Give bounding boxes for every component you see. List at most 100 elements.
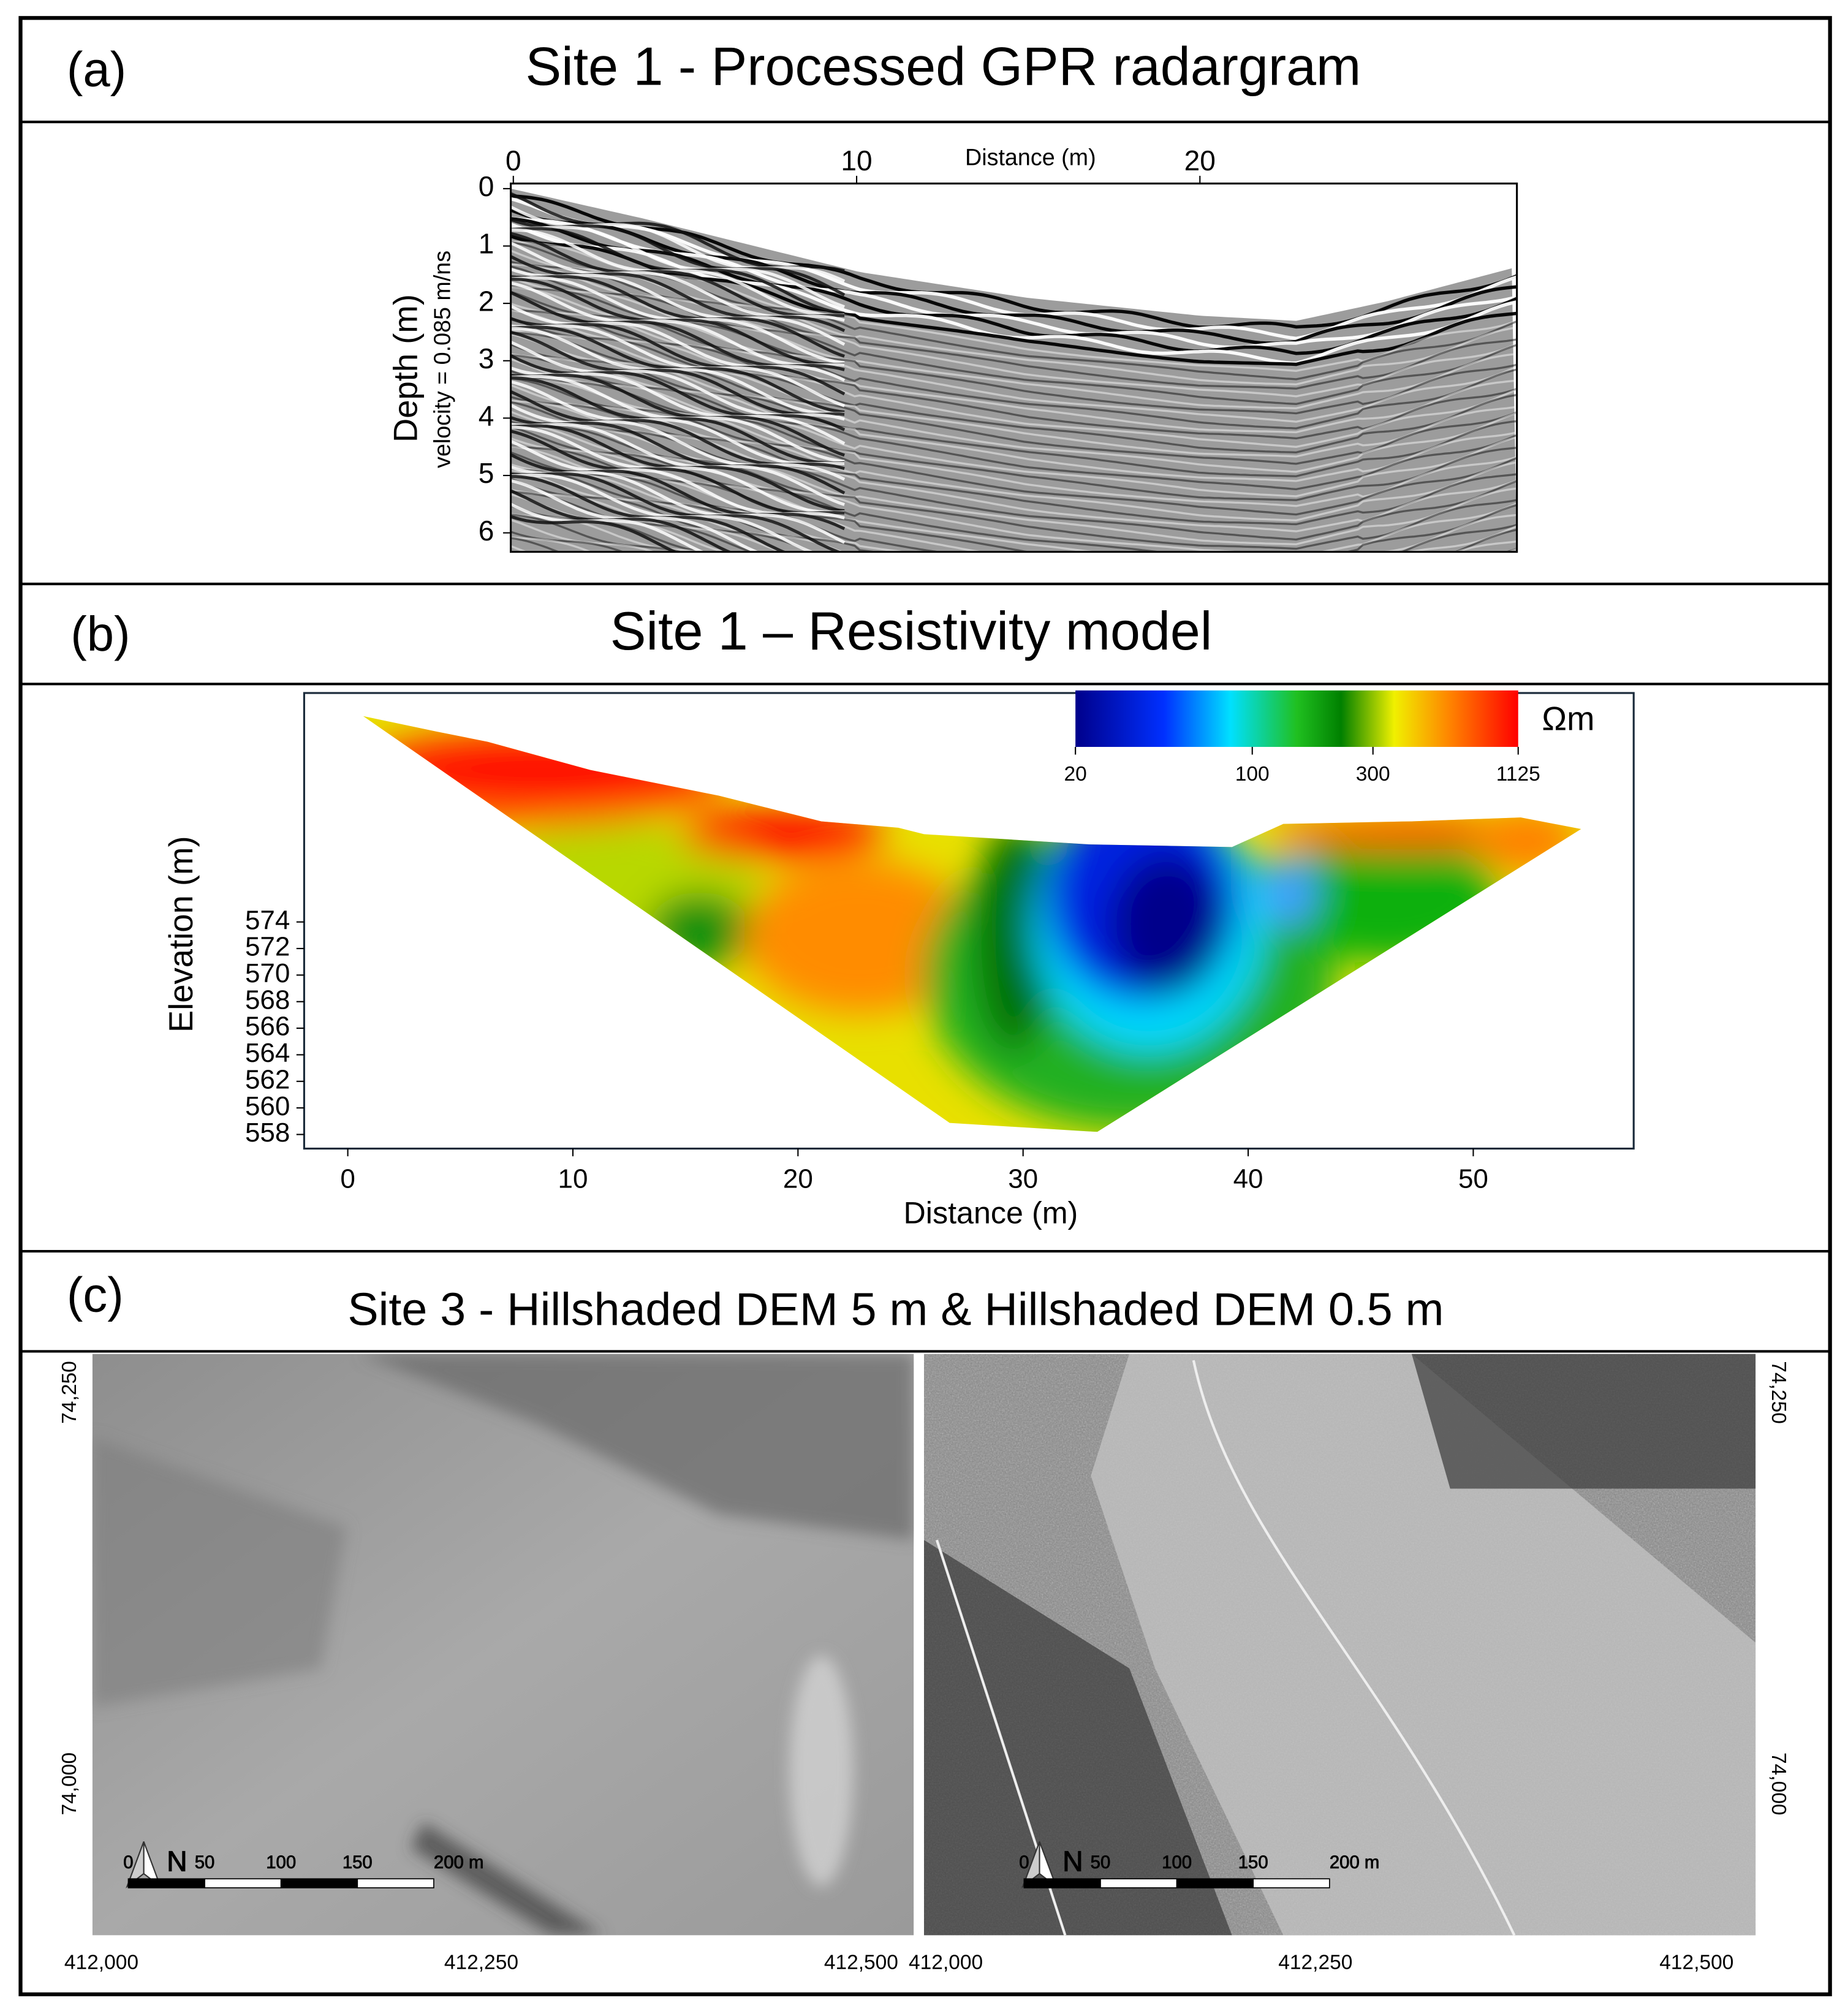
- radargram: [510, 183, 1517, 552]
- reflection: [510, 240, 1517, 372]
- x-tick-label: 20: [783, 1164, 813, 1194]
- reflection: [510, 308, 1517, 440]
- reflection: [510, 422, 1517, 552]
- reflection: [510, 278, 845, 366]
- reflection: [510, 232, 845, 317]
- reflection: [510, 423, 845, 506]
- reflection: [510, 513, 708, 552]
- res-blob: [1110, 853, 1226, 995]
- reflection: [510, 333, 1517, 473]
- north-label: N: [167, 1845, 187, 1877]
- reflection: [510, 376, 845, 464]
- map-annotations: 412,000 412,250 412,500 74,250 74,000 N 0 50 100…: [58, 1361, 1790, 1974]
- panel-title: Site 1 – Resistivity model: [610, 600, 1213, 661]
- y-tick-label: 574: [245, 905, 290, 935]
- res-blob: [648, 892, 751, 969]
- panel-title: Site 1 - Processed GPR radargram: [526, 36, 1361, 96]
- x-tick-label: 20: [1184, 145, 1216, 176]
- y-tick-label: 566: [245, 1012, 290, 1042]
- x-axis-label: Distance (m): [904, 1196, 1078, 1230]
- reflection: [510, 328, 1517, 458]
- reflection: [510, 327, 845, 415]
- x-coord-label: 412,500: [1659, 1951, 1733, 1974]
- x-axis-label: Distance (m): [965, 145, 1096, 170]
- reflection: [510, 216, 1517, 349]
- reflection: [510, 504, 713, 552]
- dem-valley: [1091, 1354, 1756, 1936]
- reflection: [510, 425, 845, 514]
- scale-label: 100: [266, 1852, 296, 1873]
- reflection: [510, 309, 1517, 448]
- reflection: [510, 235, 1517, 366]
- scale-label: 200 m: [1330, 1852, 1379, 1873]
- x-coord-label: 412,000: [909, 1951, 983, 1974]
- reflection: [510, 515, 678, 552]
- reflection: [510, 474, 788, 552]
- reflection: [510, 275, 845, 358]
- reflection: [510, 331, 845, 416]
- reflection: [510, 472, 843, 552]
- reflection: [510, 421, 1517, 550]
- scale-bar-segment: [280, 1878, 358, 1888]
- scale-label: 50: [195, 1852, 215, 1873]
- dem-0-5m: [924, 1354, 1756, 1936]
- colorbar-unit: Ωm: [1542, 700, 1594, 737]
- scale-label: 50: [1091, 1852, 1111, 1873]
- y-axis-label: Depth (m): [387, 294, 424, 442]
- dem-dark: [359, 1354, 914, 1540]
- reflection: [510, 380, 845, 466]
- reflection: [510, 317, 1517, 453]
- scale-label: 0: [123, 1852, 133, 1873]
- y-tick-label: 2: [479, 285, 494, 317]
- panel-title: Site 3 - Hillshaded DEM 5 m & Hillshaded…: [347, 1284, 1444, 1335]
- y-tick-label: 6: [479, 515, 494, 547]
- reflection: [510, 228, 845, 317]
- y-tick-label: 572: [245, 932, 290, 962]
- reflection: [510, 290, 1517, 430]
- y-coord-label: 74,250: [1767, 1361, 1790, 1423]
- dem-dark: [924, 1540, 1232, 1936]
- x-coord-label: 412,250: [1278, 1951, 1352, 1974]
- reflection: [510, 489, 733, 552]
- scale-bar-segment: [357, 1878, 434, 1888]
- dem-dark: [1411, 1354, 1756, 1489]
- colorbar-tick-label: 300: [1356, 763, 1390, 786]
- panel-label: (a): [67, 42, 126, 96]
- colorbar: [1075, 690, 1518, 747]
- scale-bar-segment: [127, 1878, 205, 1888]
- reflection: [510, 479, 760, 552]
- y-tick-label: 5: [479, 457, 494, 489]
- reflection: [510, 469, 1517, 552]
- dem-dark: [411, 1822, 604, 1936]
- y-tick-label: 558: [245, 1118, 290, 1148]
- y-tick-label: 568: [245, 985, 290, 1015]
- x-coord-label: 412,000: [64, 1951, 138, 1974]
- res-blob: [975, 821, 1053, 1053]
- radargram-frame: [510, 182, 1518, 553]
- colorbar-tick-label: 1125: [1496, 763, 1540, 786]
- y-tick-label: 564: [245, 1038, 290, 1068]
- y-tick-label: 4: [479, 400, 494, 432]
- x-tick-label: 0: [340, 1164, 355, 1194]
- scale-bar-segment: [1100, 1878, 1178, 1888]
- y-axis-label: Elevation (m): [162, 836, 200, 1032]
- colorbar-tick-label: 20: [1064, 763, 1087, 786]
- x-tick-label: 0: [506, 145, 521, 176]
- dem-5m: [92, 1354, 914, 1936]
- x-coord-label: 412,500: [824, 1951, 898, 1974]
- reflection: [510, 369, 1517, 501]
- y-tick-label: 3: [479, 343, 494, 374]
- dem-features: [92, 1354, 914, 1936]
- reflection: [510, 324, 846, 407]
- north-label: N: [1062, 1845, 1083, 1877]
- resistivity-section: [363, 716, 1581, 1132]
- scale-bar-segment: [1023, 1878, 1101, 1888]
- y-tick-label: 562: [245, 1064, 290, 1094]
- reflection: [510, 493, 729, 552]
- res-blob: [680, 808, 886, 860]
- dem-light: [789, 1655, 854, 1887]
- scale-label: 100: [1162, 1852, 1192, 1873]
- scale-label: 0: [1019, 1852, 1029, 1873]
- scale-bar-segment: [1176, 1878, 1254, 1888]
